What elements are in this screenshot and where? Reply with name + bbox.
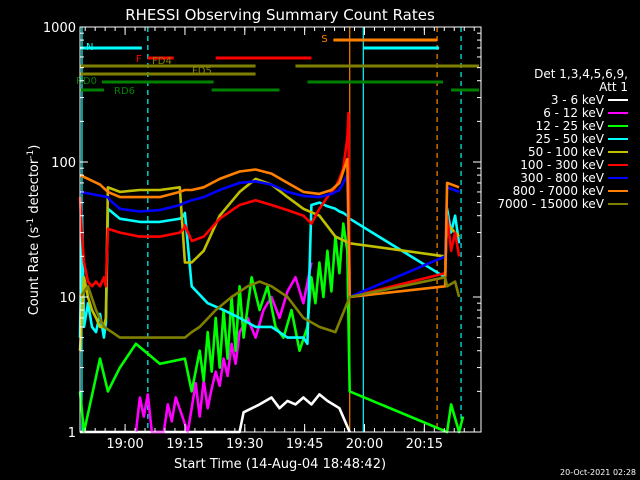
status-bar-label: RD0 bbox=[76, 76, 97, 87]
series-line bbox=[78, 275, 461, 339]
legend-entry-label: 3 - 6 keV bbox=[551, 93, 605, 107]
y-axis-label-part: detector bbox=[27, 158, 42, 218]
y-axis-label-exponent: -1 bbox=[26, 218, 36, 227]
x-tick-label: 19:30 bbox=[226, 437, 263, 452]
x-tick-label: 19:15 bbox=[166, 437, 203, 452]
y-tick-label: 1 bbox=[68, 426, 76, 441]
series-line bbox=[78, 111, 461, 299]
status-bar-label: N bbox=[86, 42, 93, 53]
y-axis-label-exponent: -1 bbox=[26, 150, 36, 159]
legend-entry-label: 7000 - 15000 keV bbox=[497, 197, 604, 211]
y-tick-label: 10 bbox=[59, 291, 76, 306]
status-bar-label: RD6 bbox=[114, 86, 135, 97]
x-tick-label: 19:00 bbox=[106, 437, 143, 452]
axes: 1 10 100 1000 19:00 19:15 19:30 19:45 20:00 20:15 bbox=[43, 21, 481, 452]
series-line bbox=[78, 177, 461, 351]
series-line bbox=[79, 157, 460, 299]
x-axis-label: Start Time (14-Aug-04 18:48:42) bbox=[174, 457, 386, 472]
y-tick-label: 100 bbox=[51, 156, 76, 171]
plot-frame bbox=[79, 26, 482, 433]
y-axis-label-part: ) bbox=[27, 145, 42, 150]
footer-date: 20-Oct-2021 02:28 bbox=[560, 468, 636, 477]
legend-entry-label: 25 - 50 keV bbox=[536, 132, 605, 146]
status-bar-label: FD4 bbox=[152, 56, 172, 67]
series-line bbox=[78, 222, 465, 434]
x-tick-label: 20:15 bbox=[406, 437, 443, 452]
legend-entry-label: 50 - 100 keV bbox=[528, 145, 605, 159]
legend-title: Det 1,3,4,5,6,9, bbox=[534, 67, 628, 81]
x-tick-label: 20:00 bbox=[346, 437, 383, 452]
y-tick-label: 1000 bbox=[43, 21, 76, 36]
legend-entry-label: 12 - 25 keV bbox=[536, 119, 605, 133]
x-tick-label: 19:45 bbox=[286, 437, 323, 452]
status-bar-label: F bbox=[136, 54, 142, 65]
legend-entry-label: 800 - 7000 keV bbox=[513, 184, 605, 198]
status-bar-label: S bbox=[321, 34, 327, 45]
y-axis-label-part: Count Rate (s bbox=[27, 227, 42, 316]
status-bar-label: FD5 bbox=[192, 66, 212, 77]
legend-entry-label: 100 - 300 keV bbox=[520, 158, 604, 172]
y-axis-label: Count Rate (s-1 detector-1) bbox=[26, 145, 42, 316]
legend-title: Att 1 bbox=[599, 80, 628, 94]
legend-entry-label: 6 - 12 keV bbox=[543, 106, 605, 120]
chart-title: RHESSI Observing Summary Count Rates bbox=[125, 6, 435, 24]
legend-entry-label: 300 - 800 keV bbox=[520, 171, 604, 185]
